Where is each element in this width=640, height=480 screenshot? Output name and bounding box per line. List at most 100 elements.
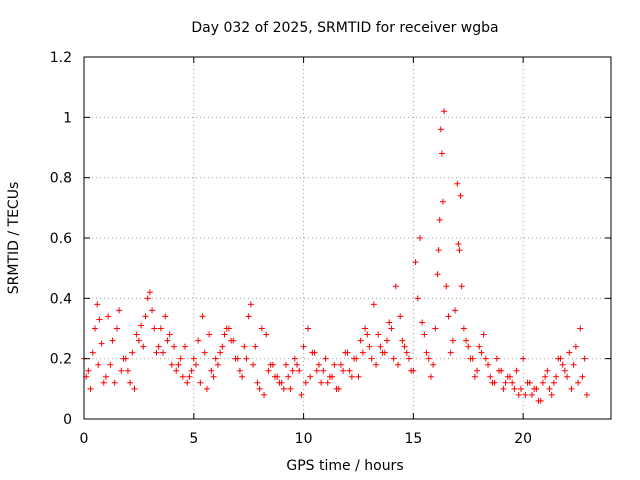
data-point bbox=[320, 367, 327, 374]
data-point bbox=[546, 385, 553, 392]
data-point bbox=[390, 355, 397, 362]
data-point bbox=[583, 391, 590, 398]
data-point bbox=[329, 373, 336, 380]
data-point bbox=[457, 192, 464, 199]
data-point bbox=[528, 391, 535, 398]
data-point bbox=[228, 337, 235, 344]
data-point bbox=[517, 385, 524, 392]
axis-ticks bbox=[83, 56, 611, 420]
data-point bbox=[261, 391, 268, 398]
data-point bbox=[408, 367, 415, 374]
data-point bbox=[155, 343, 162, 350]
data-point bbox=[362, 325, 369, 332]
data-point bbox=[87, 385, 94, 392]
x-tick-label: 10 bbox=[295, 431, 313, 447]
data-point bbox=[96, 316, 103, 323]
data-point bbox=[203, 385, 210, 392]
data-point bbox=[340, 367, 347, 374]
data-point bbox=[384, 337, 391, 344]
data-point bbox=[142, 313, 149, 320]
data-point bbox=[544, 367, 551, 374]
data-point bbox=[195, 337, 202, 344]
data-point bbox=[122, 355, 129, 362]
data-points bbox=[81, 108, 590, 404]
data-point bbox=[515, 391, 522, 398]
data-point bbox=[333, 385, 340, 392]
data-point bbox=[138, 322, 145, 329]
data-point bbox=[182, 343, 189, 350]
data-point bbox=[254, 379, 261, 386]
data-point bbox=[304, 325, 311, 332]
y-tick-label: 0 bbox=[63, 412, 72, 428]
data-point bbox=[102, 373, 109, 380]
data-point bbox=[94, 301, 101, 308]
data-point bbox=[348, 373, 355, 380]
data-point bbox=[219, 343, 226, 350]
data-point bbox=[469, 355, 476, 362]
data-point bbox=[98, 340, 105, 347]
x-tick-label: 0 bbox=[80, 431, 89, 447]
data-point bbox=[357, 337, 364, 344]
data-point bbox=[370, 301, 377, 308]
data-point bbox=[146, 289, 153, 296]
data-point bbox=[550, 379, 557, 386]
x-axis-label: GPS time / hours bbox=[286, 458, 403, 474]
data-point bbox=[100, 379, 107, 386]
data-point bbox=[474, 367, 481, 374]
data-point bbox=[241, 343, 248, 350]
data-point bbox=[95, 361, 102, 368]
data-point bbox=[250, 361, 257, 368]
data-point bbox=[509, 379, 516, 386]
data-point bbox=[460, 325, 467, 332]
data-point bbox=[373, 361, 380, 368]
data-point bbox=[324, 379, 331, 386]
data-point bbox=[280, 385, 287, 392]
data-point bbox=[557, 355, 564, 362]
data-point bbox=[135, 337, 142, 344]
data-point bbox=[395, 361, 402, 368]
data-point bbox=[190, 355, 197, 362]
data-point bbox=[436, 216, 443, 223]
data-point bbox=[572, 343, 579, 350]
data-point bbox=[315, 361, 322, 368]
x-tick-label: 20 bbox=[514, 431, 532, 447]
data-point bbox=[493, 355, 500, 362]
y-tick-label: 0.4 bbox=[50, 291, 72, 307]
grid-lines bbox=[84, 57, 611, 419]
data-point bbox=[210, 373, 217, 380]
data-point bbox=[265, 367, 272, 374]
data-point bbox=[377, 343, 384, 350]
data-point bbox=[425, 355, 432, 362]
data-point bbox=[435, 247, 442, 254]
plot-frame bbox=[83, 56, 612, 420]
data-point bbox=[151, 325, 158, 332]
data-point bbox=[113, 325, 120, 332]
data-point bbox=[553, 373, 560, 380]
data-point bbox=[186, 373, 193, 380]
data-point bbox=[287, 385, 294, 392]
data-point bbox=[144, 295, 151, 302]
data-point bbox=[160, 349, 167, 356]
data-point bbox=[566, 349, 573, 356]
data-point bbox=[430, 361, 437, 368]
data-point bbox=[570, 361, 577, 368]
data-point bbox=[577, 325, 584, 332]
y-tick-label: 1 bbox=[63, 110, 72, 126]
data-point bbox=[548, 391, 555, 398]
data-point bbox=[302, 379, 309, 386]
data-point bbox=[437, 126, 444, 133]
data-point bbox=[168, 361, 175, 368]
data-point bbox=[252, 343, 259, 350]
data-point bbox=[192, 361, 199, 368]
data-point bbox=[491, 379, 498, 386]
data-point bbox=[107, 361, 114, 368]
data-point bbox=[447, 349, 454, 356]
y-axis-label: SRMTID / TECUs bbox=[6, 182, 22, 295]
data-point bbox=[166, 331, 173, 338]
data-point bbox=[171, 343, 178, 350]
data-point bbox=[164, 337, 171, 344]
data-point bbox=[116, 307, 123, 314]
data-point bbox=[300, 343, 307, 350]
data-point bbox=[157, 325, 164, 332]
